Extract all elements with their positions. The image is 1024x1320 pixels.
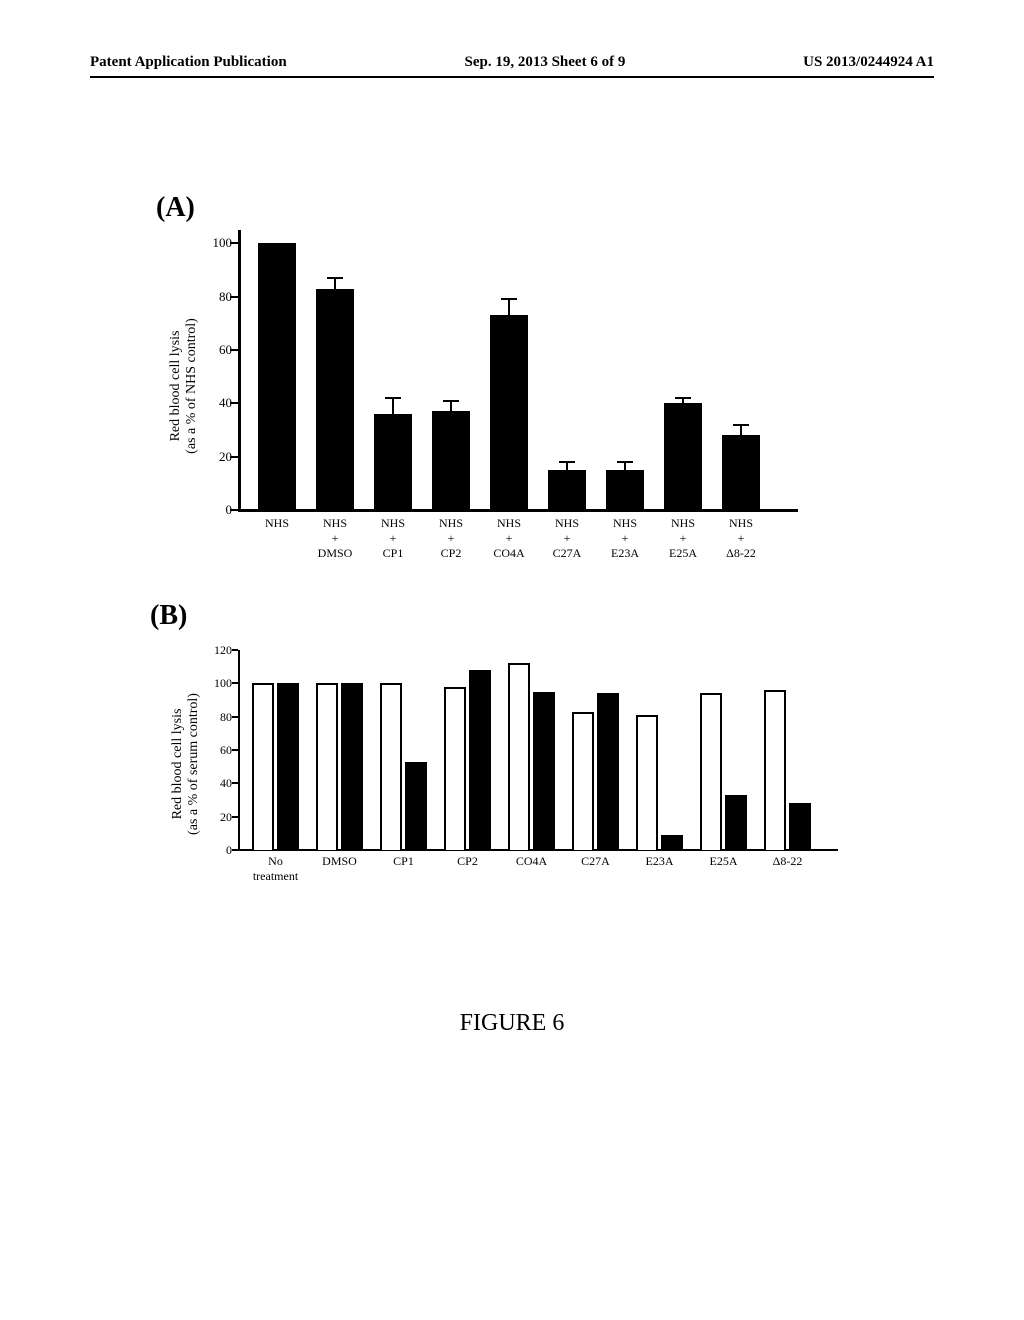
panel-b-bar-filled <box>725 795 747 850</box>
panel-a-y-axis <box>238 230 241 510</box>
panel-b-xlabel: Δ8-22 <box>756 854 820 869</box>
panel-b-bar-open <box>380 683 402 850</box>
panel-b-bar-open <box>316 683 338 850</box>
panel-a-error-cap <box>385 397 401 399</box>
header-left: Patent Application Publication <box>90 54 287 71</box>
header-center: Sep. 19, 2013 Sheet 6 of 9 <box>464 54 625 71</box>
panel-b-chart: 020406080100120No treatmentDMSOCP1CP2CO4… <box>238 650 838 900</box>
panel-b-label: (B) <box>150 600 187 632</box>
panel-b-ylabel-line1: Red blood cell lysis <box>170 709 185 820</box>
panel-b-bar-filled <box>341 683 363 850</box>
panel-b-bar-filled <box>405 762 427 850</box>
panel-a-ytick-label: 0 <box>226 502 239 518</box>
figure-caption: FIGURE 6 <box>460 1010 565 1037</box>
panel-b-bar-filled <box>469 670 491 850</box>
panel-b-bar-filled <box>789 803 811 850</box>
panel-b-bar-filled <box>661 835 683 850</box>
panel-b-bar-filled <box>597 693 619 850</box>
panel-a-error-bar <box>566 462 568 470</box>
panel-b-ytick-label: 100 <box>214 676 238 691</box>
panel-b-bar-open <box>444 687 466 850</box>
panel-b-bar-open <box>252 683 274 850</box>
panel-a-bar <box>664 403 702 510</box>
panel-a-ytick-label: 80 <box>219 289 238 305</box>
panel-a-xlabel: NHS + C27A <box>537 516 597 561</box>
panel-a-xlabel: NHS + E23A <box>595 516 655 561</box>
panel-a-bar <box>606 470 644 510</box>
panel-a-error-bar <box>508 299 510 315</box>
panel-a-xlabel: NHS + CP1 <box>363 516 423 561</box>
panel-a-bar <box>258 243 296 510</box>
panel-a-error-cap <box>501 298 517 300</box>
panel-b-xlabel: DMSO <box>308 854 372 869</box>
panel-a-error-cap <box>443 400 459 402</box>
panel-a-ytick-label: 40 <box>219 395 238 411</box>
panel-a-error-cap <box>327 277 343 279</box>
panel-a-bar <box>548 470 586 510</box>
panel-a-bar <box>316 289 354 510</box>
header-rule <box>90 76 934 78</box>
panel-a-error-bar <box>740 425 742 436</box>
panel-a-ytick-label: 60 <box>219 342 238 358</box>
panel-a-error-bar <box>624 462 626 470</box>
panel-a-label: (A) <box>156 192 195 224</box>
panel-a-error-bar <box>392 398 394 414</box>
panel-b-xlabel: E23A <box>628 854 692 869</box>
panel-a-error-cap <box>617 461 633 463</box>
panel-a-xlabel: NHS <box>247 516 307 531</box>
panel-a-ylabel: Red blood cell lysis (as a % of NHS cont… <box>168 286 200 486</box>
panel-a-error-cap <box>559 461 575 463</box>
panel-b-ylabel-line2: (as a % of serum control) <box>186 693 201 835</box>
panel-b-bar-open <box>508 663 530 850</box>
panel-a-bar <box>374 414 412 510</box>
panel-a-xlabel: NHS + E25A <box>653 516 713 561</box>
panel-a-error-bar <box>334 278 336 289</box>
panel-a-ytick-label: 100 <box>213 235 239 251</box>
panel-b-ytick-label: 120 <box>214 643 238 658</box>
panel-b-xlabel: CP1 <box>372 854 436 869</box>
panel-b-bar-filled <box>533 692 555 850</box>
panel-b-xlabel: CP2 <box>436 854 500 869</box>
panel-a-ytick-label: 20 <box>219 449 238 465</box>
panel-b-ytick-label: 0 <box>226 843 238 858</box>
panel-a-xlabel: NHS + DMSO <box>305 516 365 561</box>
panel-a-xlabel: NHS + CO4A <box>479 516 539 561</box>
panel-a-error-bar <box>450 401 452 412</box>
panel-b-xlabel: E25A <box>692 854 756 869</box>
panel-b-ytick-label: 20 <box>220 810 238 825</box>
panel-b-ytick-label: 80 <box>220 710 238 725</box>
panel-b-xlabel: C27A <box>564 854 628 869</box>
panel-b-y-axis <box>238 650 240 850</box>
page-header: Patent Application Publication Sep. 19, … <box>0 54 1024 71</box>
panel-b-ytick-label: 40 <box>220 776 238 791</box>
panel-a-bar <box>432 411 470 510</box>
panel-a-error-cap <box>675 397 691 399</box>
panel-b-bar-open <box>764 690 786 850</box>
panel-a-ylabel-line2: (as a % of NHS control) <box>184 318 199 454</box>
panel-b-bar-open <box>700 693 722 850</box>
panel-b-xlabel: CO4A <box>500 854 564 869</box>
panel-a-error-cap <box>733 424 749 426</box>
panel-a-xlabel: NHS + CP2 <box>421 516 481 561</box>
panel-b-bar-open <box>636 715 658 850</box>
header-right: US 2013/0244924 A1 <box>803 54 934 71</box>
panel-a-bar <box>490 315 528 510</box>
panel-b-ylabel: Red blood cell lysis (as a % of serum co… <box>170 664 202 864</box>
panel-a-xlabel: NHS + Δ8-22 <box>711 516 771 561</box>
panel-a-ylabel-line1: Red blood cell lysis <box>168 331 183 442</box>
panel-b-bar-filled <box>277 683 299 850</box>
panel-a-bar <box>722 435 760 510</box>
panel-b-ytick-label: 60 <box>220 743 238 758</box>
panel-b-bar-open <box>572 712 594 850</box>
panel-a-chart: 020406080100NHSNHS + DMSONHS + CP1NHS + … <box>238 230 798 580</box>
panel-b-xlabel: No treatment <box>244 854 308 884</box>
